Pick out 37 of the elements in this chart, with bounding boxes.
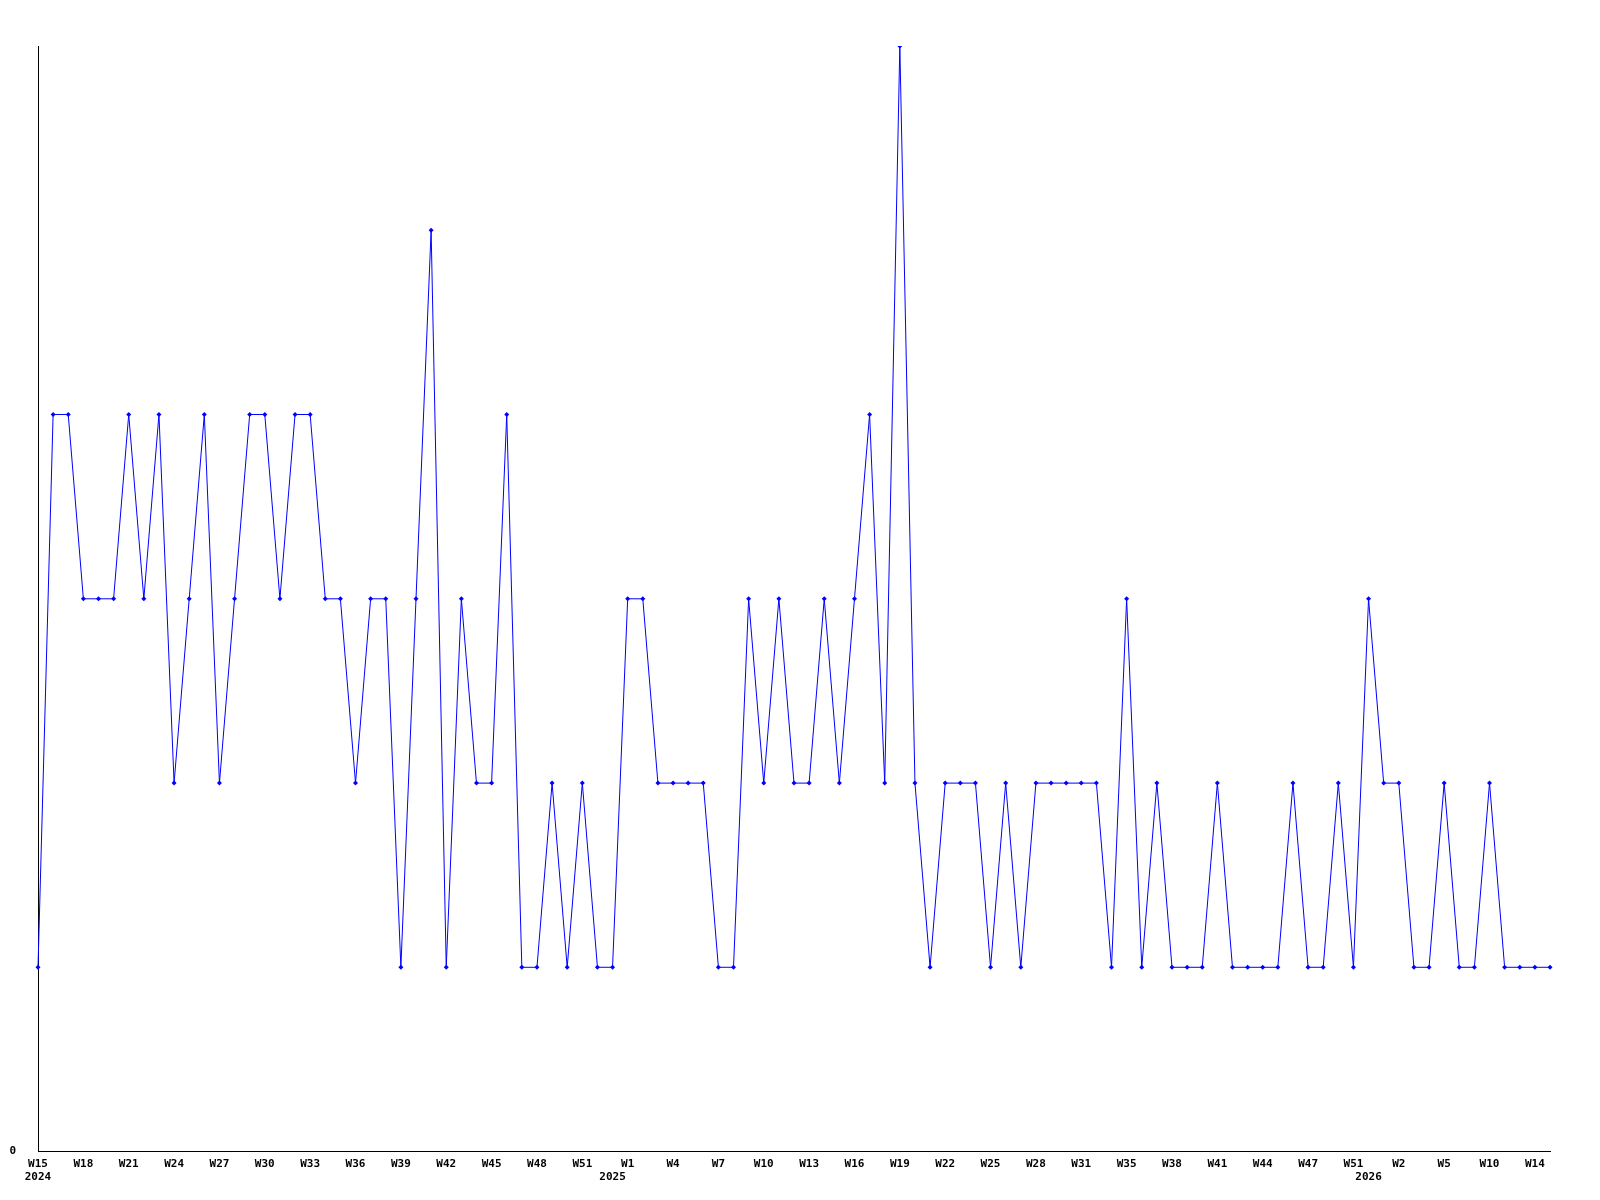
x-tick-label: W36 <box>345 1157 366 1171</box>
x-tick-label: W10 <box>1479 1157 1500 1171</box>
x-tick-label: W21 <box>118 1157 140 1171</box>
x-tick-label: W1 <box>621 1157 635 1171</box>
x-tick-label: W27 <box>209 1157 230 1171</box>
x-tick-label: W7 <box>711 1157 726 1171</box>
x-tick-label: W44 <box>1252 1157 1274 1171</box>
x-tick-label: W4 <box>666 1157 681 1171</box>
x-tick-label: W5 <box>1437 1157 1451 1171</box>
x-tick-label: 2026 <box>1355 1170 1383 1184</box>
x-tick-label: W48 <box>527 1157 547 1171</box>
x-tick-label: W35 <box>1116 1157 1137 1171</box>
x-tick-label: W28 <box>1025 1157 1046 1171</box>
x-tick-label: W39 <box>390 1157 411 1171</box>
x-tick-label: W15 2024 <box>24 1157 52 1184</box>
x-tick-label: W41 <box>1207 1157 1228 1171</box>
x-tick-label: W31 <box>1071 1157 1092 1171</box>
x-tick-label: 2025 <box>599 1170 626 1184</box>
x-tick-label: W18 <box>73 1157 94 1171</box>
x-tick-label: W16 <box>844 1157 865 1171</box>
x-tick-label: W22 <box>935 1157 956 1171</box>
x-tick-label: W24 <box>164 1157 185 1171</box>
x-tick-label: W42 <box>436 1157 457 1171</box>
x-tick-label: W33 <box>300 1157 321 1171</box>
x-tick-label: W13 <box>799 1157 820 1171</box>
x-tick-label: W14 <box>1524 1157 1546 1171</box>
x-tick-label: W47 <box>1298 1157 1319 1171</box>
x-tick-label: W38 <box>1162 1157 1182 1171</box>
x-tick-label: W2 <box>1392 1157 1406 1171</box>
x-tick-label: W30 <box>254 1157 275 1171</box>
x-tick-label: W51 <box>572 1157 593 1171</box>
x-tick-label: W25 <box>980 1157 1001 1171</box>
x-tick-label: W19 <box>889 1157 910 1171</box>
x-tick-label: W45 <box>481 1157 502 1171</box>
x-tick-label: W10 <box>753 1157 774 1171</box>
text: 0 <box>9 1144 16 1158</box>
x-tick-label: W51 <box>1343 1157 1364 1171</box>
